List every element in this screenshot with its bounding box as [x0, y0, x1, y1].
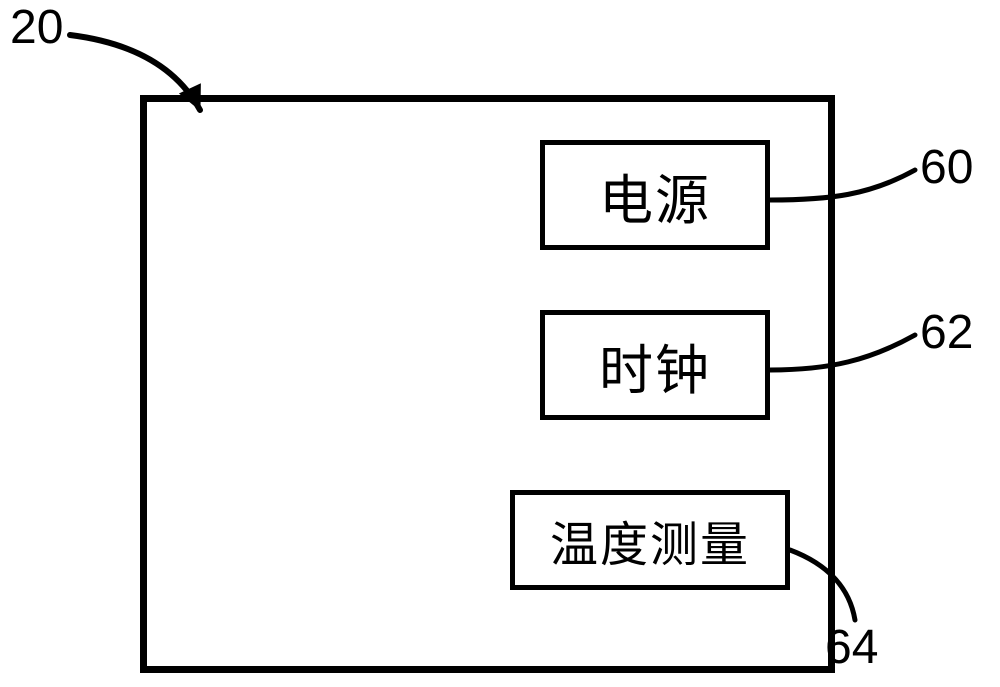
- clock-box: 时钟: [540, 310, 770, 420]
- ref-label-64: 64: [825, 620, 878, 675]
- ref-label-20: 20: [10, 0, 63, 55]
- ref-label-62: 62: [920, 305, 973, 360]
- ref-label-60: 60: [920, 140, 973, 195]
- power-box-label: 电源: [599, 156, 711, 235]
- power-box: 电源: [540, 140, 770, 250]
- temperature-box-label: 温度测量: [550, 505, 750, 575]
- diagram-canvas: 电源 时钟 温度测量 20 60 62 64: [0, 0, 1000, 687]
- clock-box-label: 时钟: [599, 326, 711, 405]
- temperature-box: 温度测量: [510, 490, 790, 590]
